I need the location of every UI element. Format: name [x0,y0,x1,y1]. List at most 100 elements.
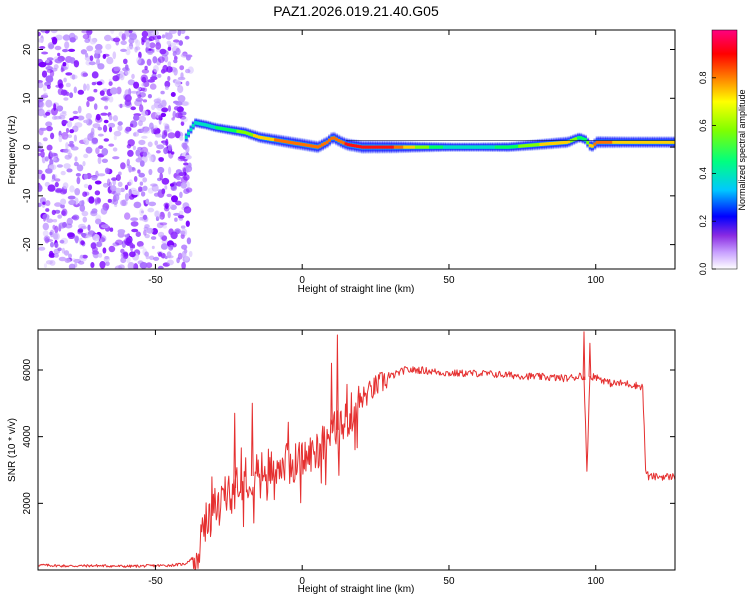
noise-blob [108,143,115,147]
noise-blob [115,239,123,246]
noise-blob [125,126,130,134]
ridge-core [490,145,493,149]
ridge-core [454,145,458,149]
noise-blob [185,54,191,61]
noise-blob [127,139,135,147]
ridge-core [372,145,376,149]
noise-blob [61,247,65,254]
noise-blob [102,247,107,254]
spectrogram-x-ticks: -50 0 50 100 [148,30,605,286]
spectrogram-ridge [184,117,675,155]
noise-blob [147,207,155,213]
noise-blob [69,144,75,148]
noise-blob [145,198,150,205]
ridge-core [659,140,662,144]
noise-blob [138,51,142,59]
noise-blob [133,114,140,121]
noise-blob [145,254,150,260]
noise-blob [103,256,111,262]
noise-blob [96,81,103,86]
noise-blob [88,61,96,66]
noise-blob [140,210,144,214]
ridge-core [480,145,484,149]
ridge-core [551,141,554,146]
noise-blob [100,235,107,242]
noise-blob [41,70,48,78]
ridge-core [367,145,371,149]
noise-blob [130,217,139,221]
ridge-core [424,145,428,149]
noise-blob [143,229,147,236]
noise-blob [38,37,44,43]
noise-blob [57,52,61,57]
noise-blob [62,61,67,67]
noise-blob [150,236,157,240]
noise-blob [46,84,51,90]
noise-blob [178,156,186,160]
noise-blob [100,112,108,116]
ridge-core [382,145,385,149]
noise-blob [65,82,71,88]
ridge-core [414,145,418,149]
ridge-core [313,145,317,149]
noise-blob [54,178,61,182]
noise-blob [81,232,87,237]
noise-blob [119,72,125,81]
ridge-core [511,145,515,149]
noise-blob [169,183,175,187]
noise-blob [67,232,75,238]
ridge-core [598,140,601,144]
noise-blob [170,151,175,155]
noise-blob [149,255,155,261]
noise-blob [141,30,149,38]
snr-panel: -50 0 50 100 2000 4000 6000 Height of straigh… [7,329,676,595]
noise-blob [138,149,145,153]
noise-blob [160,90,165,95]
noise-blob [156,216,163,220]
ridge-core [398,145,402,149]
noise-blob [154,140,158,146]
ridge-core [271,137,275,142]
noise-blob [166,251,172,259]
noise-blob [59,189,67,195]
noise-blob [141,39,145,46]
noise-blob [131,167,135,171]
noise-blob [129,123,134,128]
ridge-core [433,145,437,149]
colorbar-tick-label: 0.6 [698,119,708,132]
ridge-core [269,137,273,141]
ridge-core [297,142,301,146]
noise-blob [80,71,88,78]
noise-blob [75,173,81,177]
ridge-core [396,145,399,149]
noise-blob [134,46,138,53]
noise-blob [40,150,45,158]
noise-blob [166,40,172,45]
noise-blob [110,185,117,192]
noise-blob [77,105,82,114]
noise-blob [124,94,132,103]
ridge-core [626,140,630,144]
ridge-core [299,142,303,146]
ridge-core [581,137,585,141]
ridge-core [205,123,209,127]
noise-blob [57,214,63,219]
noise-blob [180,225,186,229]
noise-blob [64,135,68,140]
noise-blob [173,212,181,216]
noise-blob [180,30,186,35]
noise-blob [38,82,44,89]
noise-blob [173,100,179,104]
noise-blob [108,96,114,103]
noise-blob [39,101,45,108]
noise-blob [152,56,158,64]
ridge-core [213,125,216,129]
ridge-core [652,140,655,144]
noise-blob [115,187,122,194]
noise-blob [120,48,127,53]
noise-blob [142,99,148,103]
ridge-core [309,144,313,148]
noise-blob [96,241,102,248]
ridge-core [384,145,388,149]
ridge-core [194,121,198,125]
